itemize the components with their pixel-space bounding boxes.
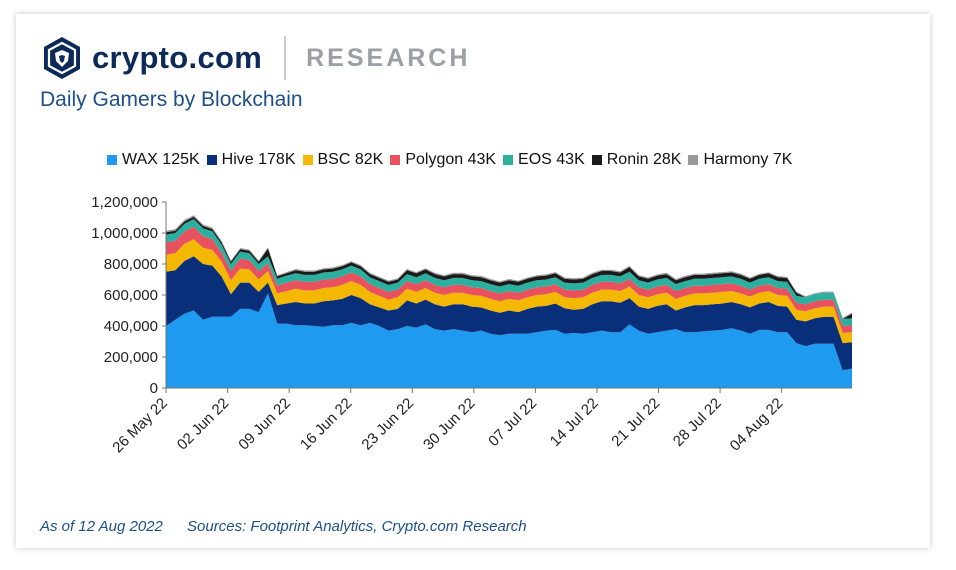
legend-item: WAX 125K <box>107 151 200 169</box>
y-tick-label: 400,000 <box>104 318 158 335</box>
x-tick-label: 16 Jun 22 <box>297 395 356 454</box>
crypto-lion-shield-icon <box>44 37 80 79</box>
chart-legend: WAX 125K Hive 178K BSC 82K Polygon 43K EOS 4… <box>107 151 799 169</box>
x-tick-label: 23 Jun 22 <box>358 395 417 454</box>
legend-item: BSC 82K <box>302 151 384 169</box>
legend-swatch <box>688 155 699 165</box>
chart-title: Daily Gamers by Blockchain <box>40 88 303 111</box>
legend-item: Hive 178K <box>206 151 296 169</box>
section-label: RESEARCH <box>306 43 471 72</box>
legend-label: Polygon 43K <box>405 151 497 168</box>
header-logo: crypto.com RESEARCH <box>42 36 470 80</box>
y-tick-label: 200,000 <box>104 349 158 366</box>
area-series-hive <box>166 256 852 371</box>
x-tick-label: 04 Aug 22 <box>727 395 787 455</box>
y-tick-label: 0 <box>150 380 158 397</box>
area-series-wax <box>166 293 852 388</box>
legend-item: Harmony 7K <box>688 151 792 169</box>
legend-swatch <box>206 155 217 165</box>
area-series-bsc <box>166 239 852 344</box>
sources-note: Sources: Footprint Analytics, Crypto.com… <box>187 518 527 535</box>
y-tick-label: 1,200,000 <box>91 194 158 211</box>
y-tick-label: 1,000,000 <box>91 225 158 242</box>
brand-name: crypto.com <box>92 40 263 75</box>
legend-label: EOS 43K <box>518 151 585 168</box>
x-tick-label: 30 Jun 22 <box>420 395 479 454</box>
chart-footer: As of 12 Aug 2022 Sources: Footprint Ana… <box>40 518 547 535</box>
legend-label: Ronin 28K <box>606 151 682 168</box>
x-tick-label: 14 Jul 22 <box>547 395 602 450</box>
legend-label: WAX 125K <box>122 151 200 168</box>
legend-item: Polygon 43K <box>390 151 496 169</box>
x-tick-label: 02 Jun 22 <box>174 395 233 454</box>
as-of-date: As of 12 Aug 2022 <box>40 518 163 535</box>
x-tick-label: 21 Jul 22 <box>608 395 663 450</box>
legend-swatch <box>503 155 514 165</box>
x-tick-label: 07 Jul 22 <box>485 395 540 450</box>
x-tick-label: 28 Jul 22 <box>670 395 725 450</box>
y-tick-label: 600,000 <box>104 287 158 304</box>
legend-label: Harmony 7K <box>703 151 793 168</box>
legend-item: Ronin 28K <box>591 151 682 169</box>
legend-item: EOS 43K <box>503 151 585 169</box>
logo-divider <box>284 36 287 80</box>
legend-swatch <box>591 155 602 165</box>
legend-label: BSC 82K <box>317 151 384 168</box>
y-tick-label: 800,000 <box>104 256 158 273</box>
x-tick-label: 09 Jun 22 <box>235 395 294 454</box>
legend-label: Hive 178K <box>221 151 296 168</box>
legend-swatch <box>390 155 401 165</box>
legend-swatch <box>302 155 313 165</box>
legend-swatch <box>107 155 117 165</box>
x-tick-label: 26 May 22 <box>109 395 171 457</box>
